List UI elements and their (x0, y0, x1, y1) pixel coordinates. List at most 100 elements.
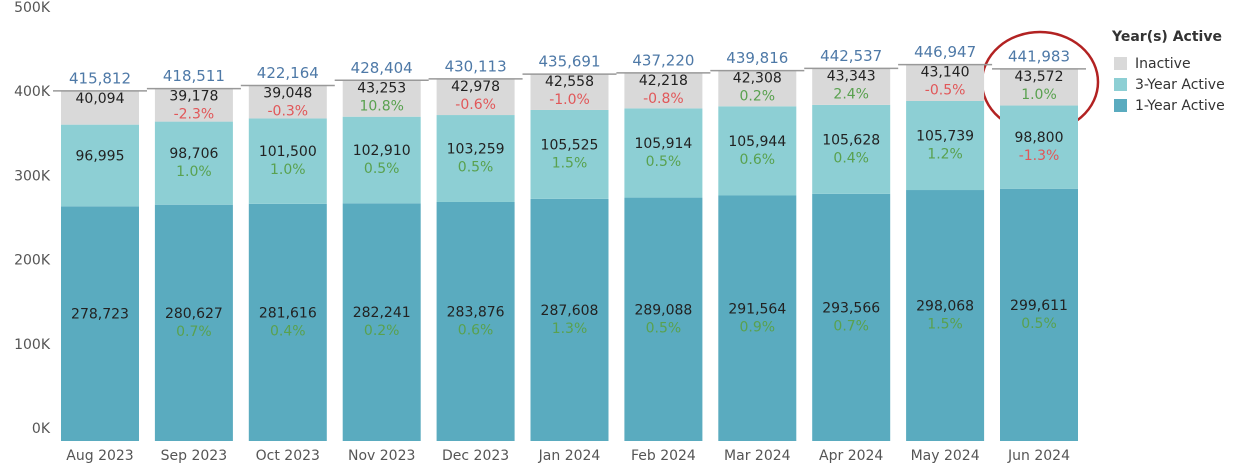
y-tick-label: 400K (14, 84, 51, 100)
bar-segment (248, 85, 327, 119)
bar-segment (530, 74, 609, 110)
total-label: 442,537 (820, 47, 882, 65)
value-label: 101,500 (259, 144, 317, 160)
change-label: -0.5% (925, 83, 966, 99)
bar-segment (436, 115, 515, 202)
value-label: 42,308 (733, 71, 782, 87)
legend-label: 1-Year Active (1135, 98, 1225, 114)
change-label: 0.6% (458, 322, 494, 338)
value-label: 39,048 (263, 86, 312, 102)
change-label: 0.5% (646, 154, 682, 170)
value-label: 281,616 (259, 305, 317, 321)
change-label: 1.0% (270, 162, 306, 178)
change-label: 0.5% (364, 161, 400, 177)
bar-segment (61, 124, 139, 207)
bar-segment (154, 88, 233, 122)
bar-segment (530, 198, 609, 441)
change-label: 0.4% (833, 150, 869, 166)
total-label: 435,691 (538, 53, 600, 71)
legend-label: 3-Year Active (1135, 77, 1225, 93)
bar-segment (1000, 188, 1078, 441)
total-label: 439,816 (726, 49, 788, 67)
value-label: 282,241 (353, 305, 411, 321)
value-label: 105,739 (916, 129, 974, 145)
legend-swatch (1114, 99, 1127, 112)
change-label: 0.2% (740, 89, 776, 105)
value-label: 43,572 (1015, 69, 1064, 85)
x-tick-label: May 2024 (911, 448, 980, 464)
bar-segment (624, 108, 703, 198)
value-label: 43,343 (827, 68, 876, 84)
value-label: 280,627 (165, 306, 223, 322)
value-label: 98,706 (169, 146, 218, 162)
total-label: 430,113 (445, 57, 507, 75)
value-label: 278,723 (71, 307, 129, 323)
total-label: 428,404 (351, 59, 413, 77)
value-label: 43,140 (921, 65, 970, 81)
change-label: -0.6% (455, 97, 496, 113)
bar-segment (154, 121, 233, 205)
bar-segment (624, 72, 703, 109)
value-label: 40,094 (76, 91, 125, 107)
total-label: 446,947 (914, 43, 976, 61)
total-label: 418,511 (163, 67, 225, 85)
value-label: 43,253 (357, 80, 406, 96)
x-tick-label: Apr 2024 (819, 448, 883, 464)
y-tick-label: 500K (14, 0, 51, 16)
y-tick-label: 0K (32, 421, 51, 437)
value-label: 105,628 (822, 132, 880, 148)
value-label: 105,525 (541, 137, 599, 153)
bar-segment (718, 195, 797, 441)
total-label: 441,983 (1008, 47, 1070, 65)
bar-segment (906, 64, 985, 101)
change-label: 0.7% (176, 324, 212, 340)
value-label: 287,608 (541, 303, 599, 319)
change-label: 1.3% (552, 321, 588, 337)
legend-title: Year(s) Active (1111, 29, 1222, 45)
value-label: 96,995 (76, 148, 125, 164)
value-label: 299,611 (1010, 298, 1068, 314)
change-label: 0.5% (646, 320, 682, 336)
bar-segment (530, 109, 609, 199)
bar-segment (812, 68, 891, 105)
change-label: 0.2% (364, 323, 400, 339)
change-label: 1.5% (927, 317, 963, 333)
legend-swatch (1114, 78, 1127, 91)
bar-segment (812, 193, 891, 441)
x-tick-label: Mar 2024 (724, 448, 791, 464)
total-label: 437,220 (632, 51, 694, 69)
bar-segment (61, 90, 139, 125)
change-label: 10.8% (359, 98, 403, 114)
value-label: 291,564 (728, 301, 786, 317)
change-label: 1.0% (176, 164, 212, 180)
x-tick-label: Feb 2024 (631, 448, 696, 464)
change-label: -0.3% (267, 104, 308, 120)
y-tick-label: 300K (14, 168, 51, 184)
bar-segment (1000, 68, 1078, 106)
x-tick-label: Jun 2024 (1007, 448, 1070, 464)
bar-segment (342, 116, 421, 204)
value-label: 293,566 (822, 300, 880, 316)
legend-swatch (1114, 57, 1127, 70)
change-label: -2.3% (174, 107, 215, 123)
value-label: 102,910 (353, 143, 411, 159)
bar-segment (718, 106, 797, 196)
bar-segment (906, 100, 985, 191)
change-label: 1.0% (1021, 87, 1057, 103)
change-label: -1.0% (549, 92, 590, 108)
value-label: 298,068 (916, 299, 974, 315)
bar-segment (342, 80, 421, 117)
y-tick-label: 100K (14, 337, 51, 353)
x-tick-label: Jan 2024 (538, 448, 601, 464)
change-label: 0.7% (833, 318, 869, 334)
value-label: 105,944 (728, 134, 786, 150)
value-label: 289,088 (634, 302, 692, 318)
bar-segment (248, 118, 327, 204)
change-label: 0.5% (458, 160, 494, 176)
x-tick-label: Dec 2023 (442, 448, 509, 464)
value-label: 283,876 (447, 304, 505, 320)
value-label: 98,800 (1015, 130, 1064, 146)
change-label: 0.6% (740, 152, 776, 168)
x-tick-label: Oct 2023 (256, 448, 320, 464)
